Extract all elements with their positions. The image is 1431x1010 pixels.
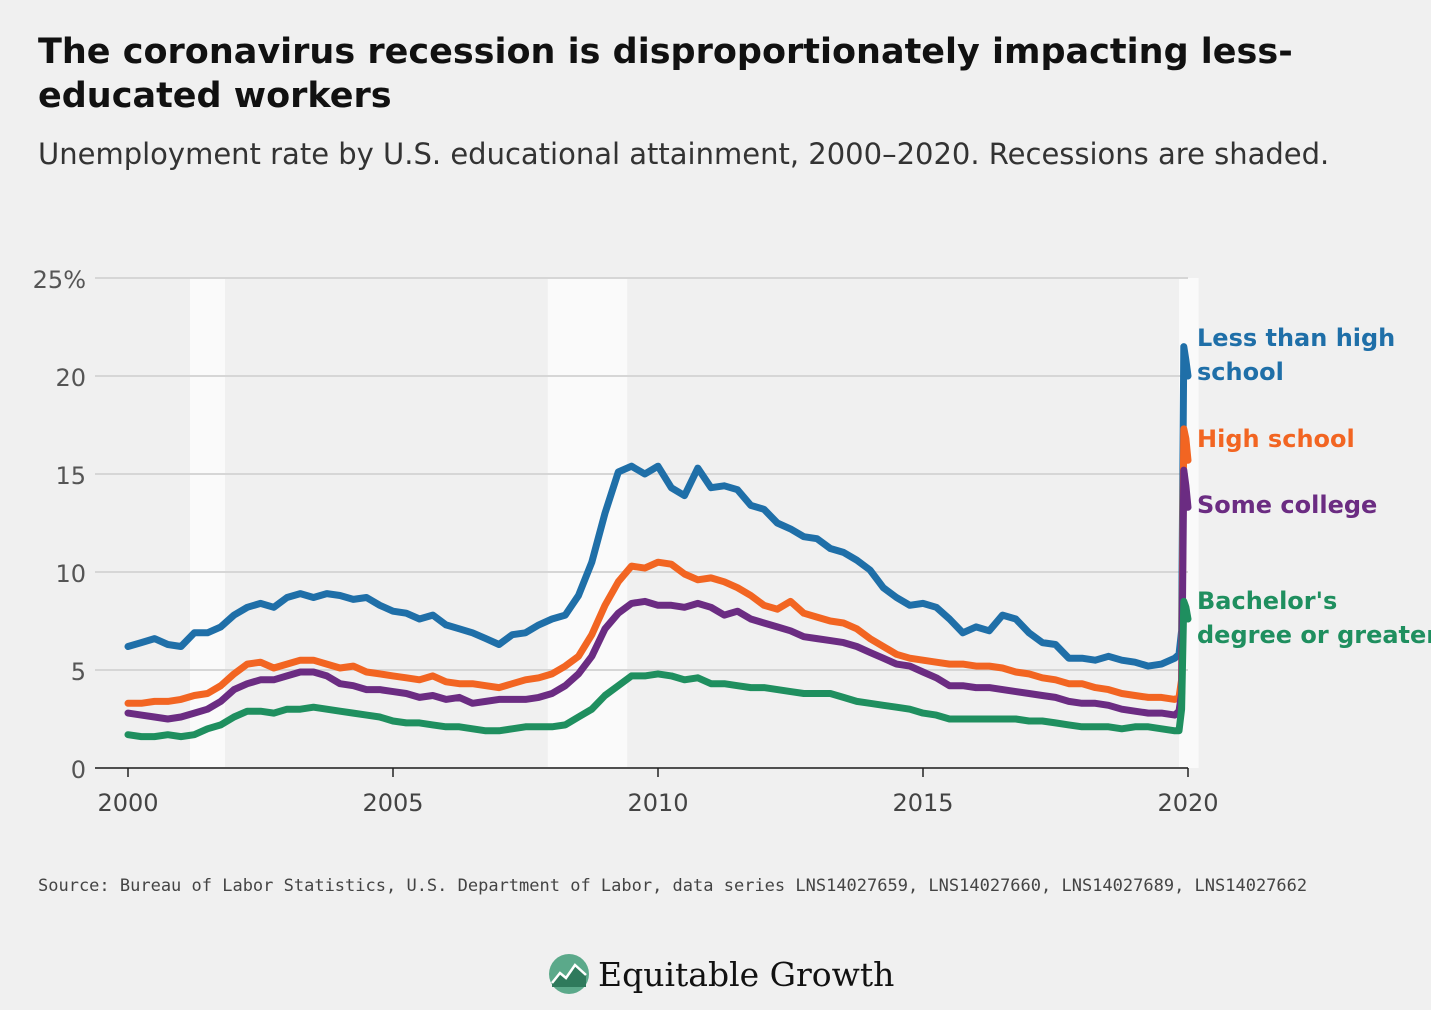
y-tick-label: 20 <box>55 364 86 392</box>
series-label-line: Bachelor's <box>1197 587 1337 615</box>
chart-subtitle: Unemployment rate by U.S. educational at… <box>38 137 1330 171</box>
x-tick-label: 2000 <box>97 789 158 817</box>
series-label-2: Some college <box>1197 491 1377 519</box>
series-label-0: Less than high school <box>1197 324 1395 386</box>
x-tick-label: 2015 <box>892 789 953 817</box>
y-tick-label: 25% <box>33 266 86 294</box>
series-label-3: Bachelor's degree or greater <box>1197 587 1431 649</box>
series-line-2 <box>124 466 1192 723</box>
y-tick-label: 0 <box>71 756 86 784</box>
series-label-line: High school <box>1197 425 1355 453</box>
series-label-line: degree or greater <box>1197 621 1431 649</box>
chart-title: The coronavirus recession is disproporti… <box>38 32 1293 116</box>
logo-wordmark: Equitable Growth <box>598 954 895 994</box>
line-chart: 0 5 10 15 20 25% 2000 2005 2010 2015 2020 Less tha… <box>33 266 1431 817</box>
y-tick-label: 5 <box>71 658 86 686</box>
series-label-line: school <box>1197 358 1284 386</box>
y-tick-label: 10 <box>55 560 86 588</box>
y-tick-label: 15 <box>55 462 86 490</box>
x-tick-label: 2005 <box>362 789 423 817</box>
series-labels-group: Less than high school High school Some coll… <box>1197 324 1431 649</box>
axes-group: 0 5 10 15 20 25% 2000 2005 2010 2015 2020 <box>33 266 1219 817</box>
series-label-line: Some college <box>1197 491 1377 519</box>
source-note: Source: Bureau of Labor Statistics, U.S.… <box>38 876 1308 896</box>
series-line-0 <box>124 343 1192 670</box>
recession-band-1 <box>547 278 628 768</box>
brand-logo: Equitable Growth <box>548 948 894 1000</box>
series-label-1: High school <box>1197 425 1355 453</box>
series-label-line: Less than high <box>1197 324 1395 352</box>
x-tick-label: 2020 <box>1157 789 1218 817</box>
x-tick-label: 2010 <box>627 789 688 817</box>
growth-logo-icon <box>549 954 589 994</box>
series-line-1 <box>124 425 1192 707</box>
series-lines-group <box>124 343 1192 741</box>
series-line-3 <box>124 597 1192 741</box>
